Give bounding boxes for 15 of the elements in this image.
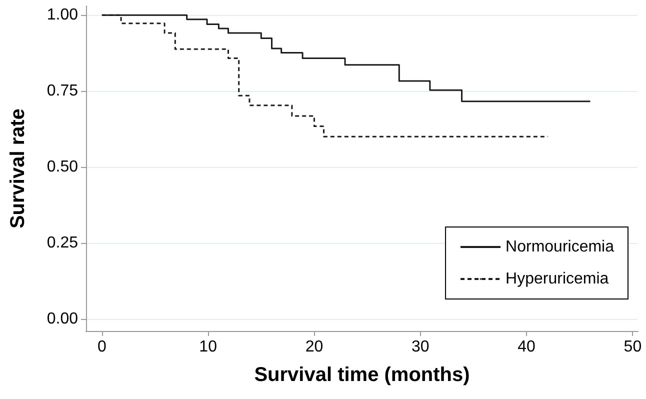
y-tick-label: 0.75	[46, 82, 78, 100]
x-tick-label: 40	[518, 338, 536, 356]
x-tick-label: 10	[199, 338, 218, 356]
x-tick-label: 20	[305, 338, 324, 356]
x-tick-label: 30	[411, 338, 430, 356]
x-tick-label: 0	[97, 338, 106, 356]
y-tick-label: 0.50	[46, 158, 78, 176]
x-axis-title: Survival time (months)	[254, 364, 470, 386]
legend-label: Normouricemia	[506, 238, 614, 256]
x-tick-label: 50	[624, 338, 642, 356]
y-tick-label: 0.25	[46, 234, 78, 252]
legend-label: Hyperuricemia	[506, 270, 609, 288]
y-tick-label: 1.00	[46, 6, 78, 24]
y-axis-title: Survival rate	[7, 108, 29, 229]
y-tick-label: 0.00	[46, 310, 78, 328]
